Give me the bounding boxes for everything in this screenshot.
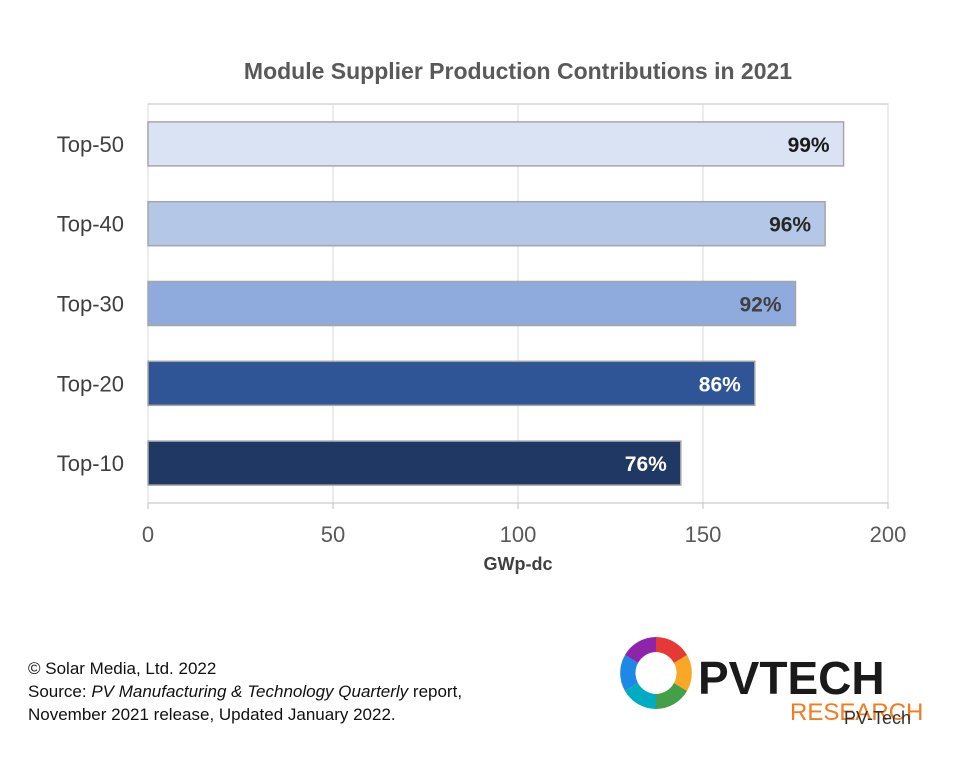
bar [147, 121, 845, 167]
source-suffix: report, [408, 682, 463, 701]
category-label: Top-40 [57, 212, 124, 237]
pv-tech-research-logo: PVTECH RESEARCH PV-Tech [620, 637, 923, 728]
bars [147, 121, 845, 486]
chart-title: Module Supplier Production Contributions… [243, 58, 793, 84]
data-label: 99% [788, 134, 830, 157]
x-tick-label: 0 [142, 522, 154, 547]
data-label: 92% [739, 294, 781, 317]
source-line: Source: PV Manufacturing & Technology Qu… [28, 680, 462, 703]
bar [147, 360, 756, 407]
watermark-text: PV-Tech [844, 708, 911, 728]
logo-ring-icon [620, 637, 692, 709]
data-label: 96% [769, 214, 811, 237]
bar [147, 200, 826, 247]
data-label: 86% [699, 373, 741, 396]
category-label: Top-50 [57, 132, 124, 157]
labels: 0 50 100 150 200 Top-50 99% Top-40 96% Top-30 92% T… [57, 132, 907, 547]
category-label: Top-20 [57, 371, 124, 396]
gridlines [147, 104, 889, 509]
source-prefix: Source: [28, 682, 92, 701]
source-title: PV Manufacturing & Technology Quarterly [91, 682, 409, 701]
x-axis-label: GWp-dc [484, 554, 553, 574]
bar [147, 280, 797, 327]
footer: © Solar Media, Ltd. 2022 Source: PV Manu… [28, 657, 462, 726]
x-tick-label: 150 [685, 522, 722, 547]
x-tick-label: 100 [500, 522, 537, 547]
category-label: Top-30 [57, 292, 124, 317]
x-tick-label: 200 [870, 522, 907, 547]
logo-sub-text: RESEARCH [790, 699, 923, 726]
copyright-line: © Solar Media, Ltd. 2022 [28, 659, 217, 678]
category-label: Top-10 [57, 451, 124, 476]
logo-main-text: PVTECH [698, 652, 885, 704]
data-label: 76% [625, 453, 667, 476]
release-line: November 2021 release, Updated January 2… [28, 705, 396, 724]
bar [147, 440, 682, 486]
x-tick-label: 50 [321, 522, 345, 547]
